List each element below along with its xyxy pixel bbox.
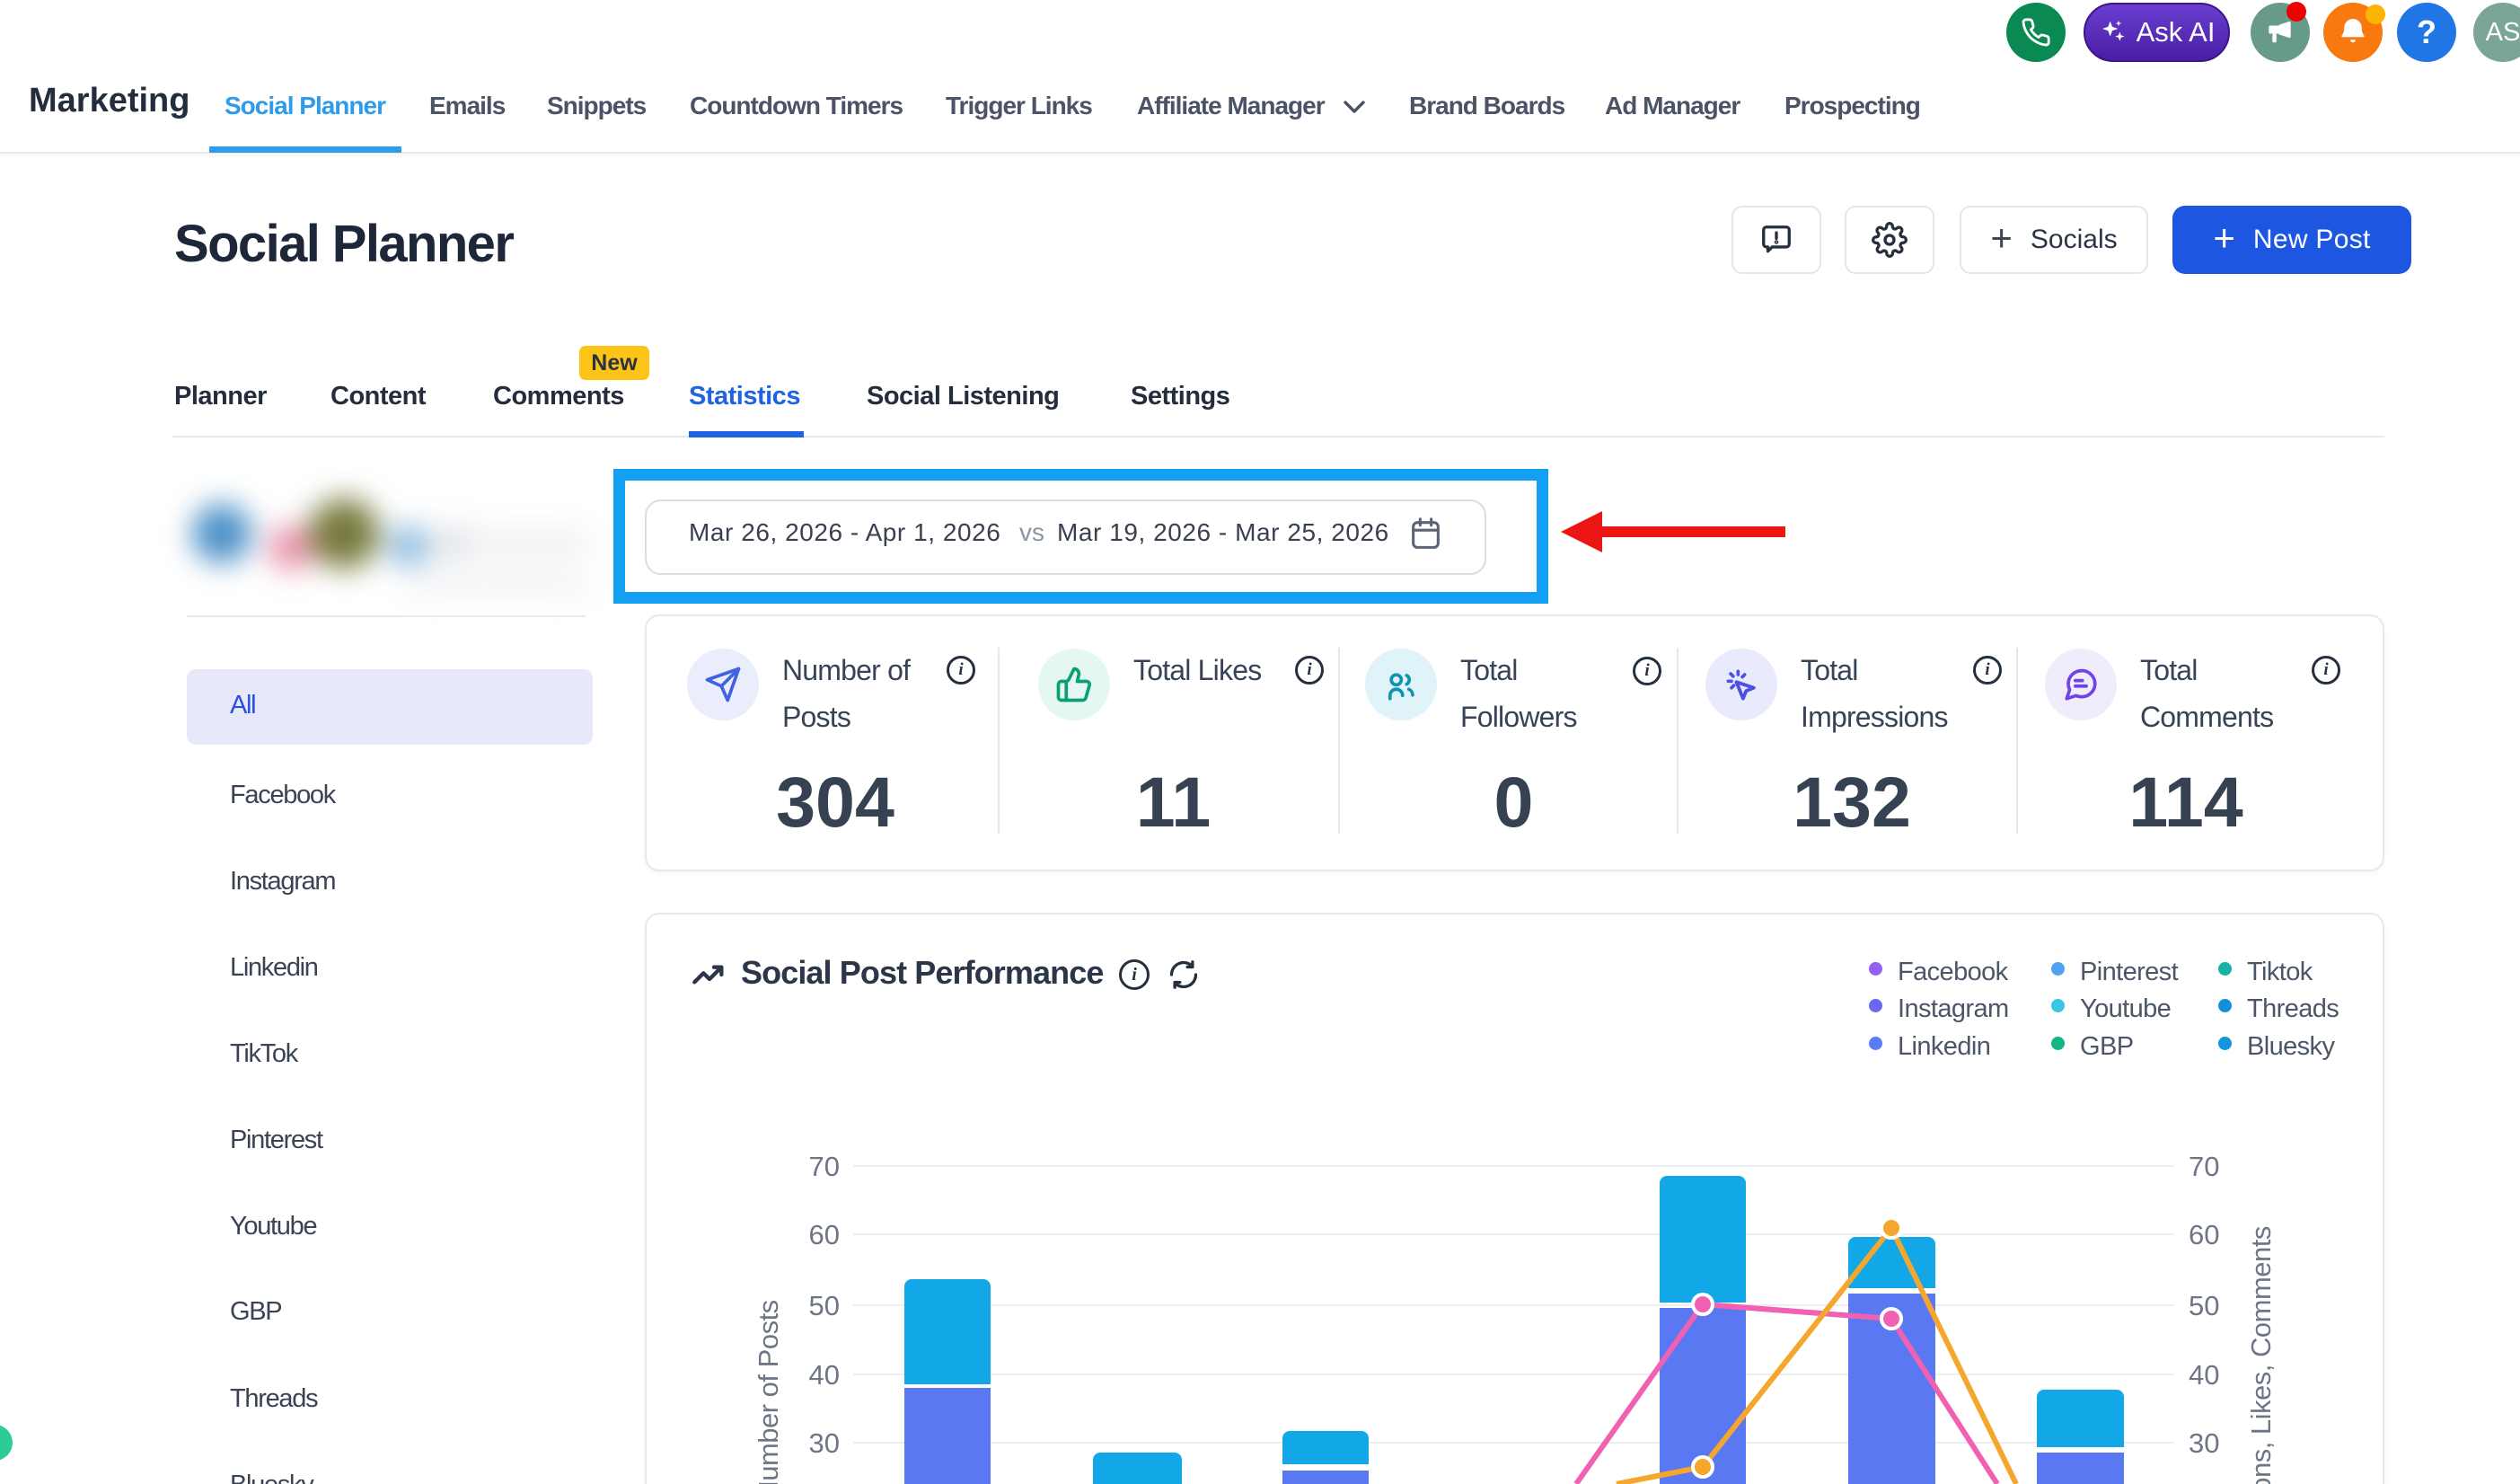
- svg-text:70: 70: [2189, 1151, 2219, 1182]
- svg-text:40: 40: [809, 1359, 840, 1391]
- svg-text:Number of Posts: Number of Posts: [753, 1300, 784, 1484]
- svg-text:40: 40: [2189, 1359, 2219, 1391]
- svg-text:50: 50: [809, 1290, 840, 1321]
- svg-text:60: 60: [2189, 1219, 2219, 1250]
- svg-text:60: 60: [809, 1219, 840, 1250]
- svg-text:50: 50: [2189, 1290, 2219, 1321]
- svg-text:30: 30: [2189, 1427, 2219, 1459]
- svg-text:30: 30: [809, 1427, 840, 1459]
- svg-text:70: 70: [809, 1151, 840, 1182]
- svg-text:Impressions, Likes, Comments: Impressions, Likes, Comments: [2245, 1226, 2277, 1484]
